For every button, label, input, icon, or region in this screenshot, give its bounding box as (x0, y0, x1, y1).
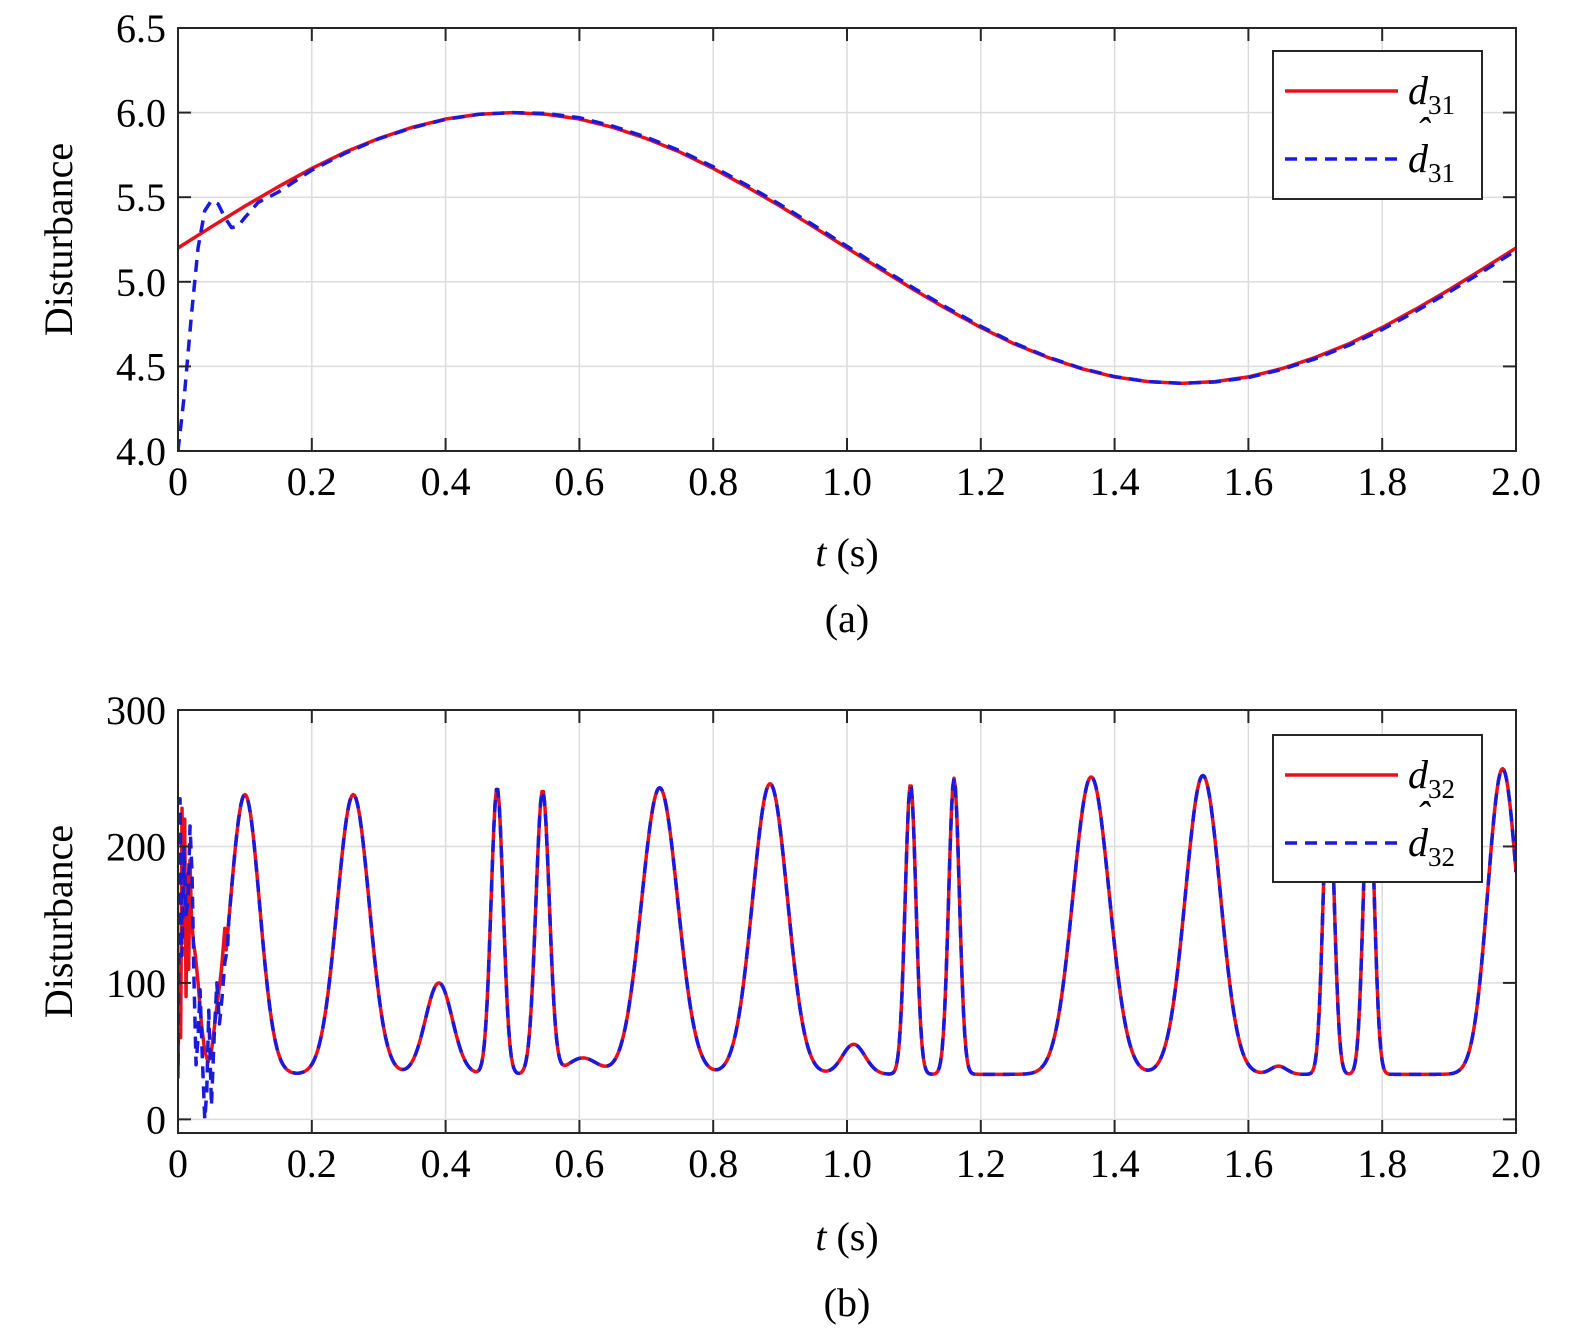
y-tick-label: 0 (146, 1097, 166, 1142)
y-tick-label: 4.5 (116, 344, 166, 389)
y-tick-label: 200 (106, 824, 166, 869)
plot-lines (178, 766, 1516, 1122)
x-tick-label: 1.8 (1357, 1141, 1407, 1186)
x-tick-label: 0 (168, 459, 188, 504)
y-tick-label: 100 (106, 961, 166, 1006)
panel-a: 0 0.2 0.4 0.6 0.8 1.0 1.2 1.4 1.6 1.8 2.0 4.0 4.5 5.0… (36, 6, 1541, 641)
x-tick-label: 1.0 (822, 1141, 872, 1186)
y-axis-label: Disturbance (36, 143, 81, 336)
x-tick-label: 1.4 (1090, 459, 1140, 504)
legend-label: d31 (1408, 136, 1455, 188)
x-tick-label: 0.4 (421, 459, 471, 504)
x-tick-label: 0.8 (688, 1141, 738, 1186)
x-tick-label: 0.6 (554, 459, 604, 504)
x-tick-label: 0 (168, 1141, 188, 1186)
series-line-d31-hat (178, 110, 1516, 451)
legend-label: d31 (1408, 68, 1455, 120)
x-tick-label: 1.0 (822, 459, 872, 504)
legend-box (1272, 734, 1483, 883)
x-tick-label: 1.2 (956, 1141, 1006, 1186)
x-axis-label: t (s) (815, 1214, 878, 1259)
legend-box (1272, 50, 1483, 200)
legend-label: d32 (1408, 752, 1455, 804)
legend-label: d32 (1408, 820, 1455, 872)
x-tick-label: 0.4 (421, 1141, 471, 1186)
series-line-d32-hat (178, 766, 1516, 1122)
plot-lines (178, 110, 1516, 451)
ticks: 0 0.2 0.4 0.6 0.8 1.0 1.2 1.4 1.6 1.8 2.0 4.0 4.5 5.0… (116, 6, 1541, 504)
x-tick-label: 1.2 (956, 459, 1006, 504)
x-tick-label: 0.8 (688, 459, 738, 504)
x-tick-label: 0.2 (287, 1141, 337, 1186)
y-tick-label: 6.0 (116, 91, 166, 136)
y-tick-label: 5.0 (116, 260, 166, 305)
y-tick-label: 5.5 (116, 175, 166, 220)
panel-caption: (b) (824, 1280, 871, 1325)
x-tick-label: 1.4 (1090, 1141, 1140, 1186)
x-tick-label: 0.2 (287, 459, 337, 504)
y-tick-label: 6.5 (116, 6, 166, 51)
y-axis-label: Disturbance (36, 825, 81, 1018)
x-tick-label: 2.0 (1491, 459, 1541, 504)
x-tick-label: 1.6 (1223, 459, 1273, 504)
x-tick-label: 1.6 (1223, 1141, 1273, 1186)
y-tick-label: 4.0 (116, 429, 166, 474)
hat-mark: ˆ (1416, 109, 1431, 154)
y-tick-label: 300 (106, 688, 166, 733)
x-axis-label: t (s) (815, 530, 878, 575)
x-tick-label: 1.8 (1357, 459, 1407, 504)
panel-caption: (a) (825, 596, 869, 641)
x-tick-label: 2.0 (1491, 1141, 1541, 1186)
hat-mark: ˆ (1416, 793, 1431, 838)
x-tick-label: 0.6 (554, 1141, 604, 1186)
ticks: 0 0.2 0.4 0.6 0.8 1.0 1.2 1.4 1.6 1.8 2.0 0 100 200 30… (106, 688, 1541, 1186)
panel-b: 0 0.2 0.4 0.6 0.8 1.0 1.2 1.4 1.6 1.8 2.0 0 100 200 30… (36, 688, 1541, 1325)
